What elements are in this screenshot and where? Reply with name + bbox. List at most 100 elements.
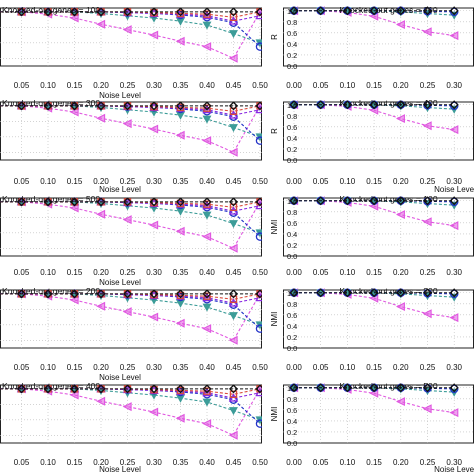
x-tick-label: 0.25 bbox=[120, 458, 136, 467]
left-series-5-point bbox=[203, 200, 211, 208]
left-series-1-point bbox=[228, 53, 238, 63]
left-series-2-point bbox=[229, 124, 238, 133]
left-xlabel-3: Noise Level bbox=[99, 278, 141, 287]
left-series-2-point bbox=[229, 407, 238, 416]
right-series-4-point bbox=[289, 383, 299, 393]
x-tick-label: 0.25 bbox=[420, 458, 436, 467]
left-series-6-point bbox=[149, 197, 159, 207]
left-series-4-point bbox=[202, 104, 212, 114]
x-tick-label: 0.25 bbox=[120, 268, 136, 277]
x-tick-label: 0.05 bbox=[313, 177, 329, 186]
right-frame-1 bbox=[283, 7, 474, 67]
x-tick-label: 0.20 bbox=[393, 363, 409, 372]
x-tick-label: 0.20 bbox=[93, 458, 109, 467]
left-series-5-point bbox=[229, 295, 238, 303]
x-tick-label: 0.45 bbox=[226, 458, 242, 467]
right-grid-2 bbox=[283, 102, 474, 160]
y-tick-label: 0.2 bbox=[287, 333, 297, 342]
left-series-1-point bbox=[175, 413, 185, 423]
x-tick-label: 0.50 bbox=[252, 268, 268, 277]
left-series-5-point bbox=[203, 104, 211, 112]
left-series-1-point bbox=[96, 209, 106, 219]
left-series-6-point bbox=[43, 197, 53, 207]
right-ylabel-2: R bbox=[270, 128, 279, 134]
y-tick-label: 1.0 bbox=[287, 101, 297, 110]
right-series-4-point bbox=[369, 288, 379, 298]
left-series-5-point bbox=[229, 13, 238, 21]
right-series-4-point bbox=[422, 100, 433, 110]
left-panel-title-2: Knocked-out genes = 300 bbox=[2, 98, 100, 108]
x-tick-label: 0.50 bbox=[252, 177, 268, 186]
y-tick-label: 0.4 bbox=[287, 417, 297, 426]
y-tick-label: 0.0 bbox=[287, 344, 297, 353]
y-tick-label: 0.2 bbox=[287, 145, 297, 154]
left-series-1-point bbox=[228, 335, 238, 345]
left-grid-2 bbox=[0, 102, 262, 160]
y-tick-label: 0.8 bbox=[287, 300, 297, 309]
x-tick-label: 0.40 bbox=[199, 177, 215, 186]
x-tick-label: 0.45 bbox=[226, 81, 242, 90]
x-tick-label: 0.20 bbox=[393, 177, 409, 186]
right-series-4-point bbox=[369, 383, 379, 393]
left-series-6-point bbox=[122, 289, 133, 299]
left-series-2-point bbox=[229, 312, 238, 321]
left-series-1-point bbox=[122, 119, 132, 129]
left-panel-title-3: Knocked-out genes = 500 bbox=[2, 194, 100, 204]
left-xlabel-4: Noise Level bbox=[99, 373, 141, 382]
right-ylabel-4: NMI bbox=[270, 312, 279, 327]
y-tick-label: 0.0 bbox=[287, 439, 297, 448]
right-series-4-point bbox=[449, 6, 459, 16]
right-series-1-point bbox=[449, 125, 459, 135]
left-series-1-point bbox=[96, 396, 106, 406]
x-tick-label: 0.35 bbox=[173, 458, 189, 467]
left-series-5-point bbox=[176, 199, 185, 208]
right-series-1-point bbox=[395, 114, 405, 124]
right-series-1-point bbox=[395, 210, 405, 220]
x-tick-label: 0.50 bbox=[252, 363, 268, 372]
left-series-6-point bbox=[16, 197, 27, 207]
left-series-1-point bbox=[96, 19, 106, 29]
left-series-2-point bbox=[176, 17, 185, 26]
left-series-3-point bbox=[255, 419, 262, 428]
left-series-5-point bbox=[203, 10, 211, 18]
y-tick-label: 0.2 bbox=[287, 428, 297, 437]
right-frame-4 bbox=[283, 289, 474, 349]
left-series-1-point bbox=[122, 25, 132, 35]
x-tick-label: 0.15 bbox=[67, 458, 83, 467]
y-tick-label: 0.0 bbox=[287, 62, 297, 71]
y-tick-label: 0.4 bbox=[287, 40, 297, 49]
x-tick-label: 0.30 bbox=[146, 363, 162, 372]
x-tick-label: 0.10 bbox=[40, 81, 56, 90]
x-tick-label: 0.45 bbox=[226, 177, 242, 186]
left-series-3-point bbox=[255, 42, 262, 51]
right-panel-title-3: Knocked-out genes = 100 bbox=[339, 194, 437, 204]
left-series-6-point bbox=[149, 101, 159, 111]
right-grid-1 bbox=[283, 8, 474, 66]
right-series-3-point bbox=[449, 7, 459, 17]
left-series-2-point bbox=[202, 115, 212, 124]
left-frame-1 bbox=[0, 7, 262, 67]
right-series-4-point bbox=[342, 383, 352, 393]
left-series-6-point bbox=[228, 101, 239, 111]
x-tick-label: 0.00 bbox=[286, 363, 302, 372]
right-series-4-point bbox=[289, 100, 299, 110]
left-series-2-point bbox=[202, 211, 212, 220]
y-tick-label: 0.4 bbox=[287, 322, 297, 331]
x-tick-label: 0.10 bbox=[340, 363, 356, 372]
right-series-4-point bbox=[342, 288, 352, 298]
left-series-5-point bbox=[176, 103, 185, 112]
left-series-6-point bbox=[96, 7, 106, 17]
y-tick-label: 0.4 bbox=[287, 230, 297, 239]
x-tick-label: 0.10 bbox=[340, 268, 356, 277]
right-panel-title-1: Knocked-out genes = 200 bbox=[339, 5, 437, 15]
x-tick-label: 0.20 bbox=[93, 177, 109, 186]
left-series-6-point bbox=[69, 289, 80, 299]
left-series-1-point bbox=[149, 220, 159, 230]
left-series-6-point bbox=[16, 7, 27, 17]
x-tick-label: 0.35 bbox=[173, 268, 189, 277]
left-series-6-point bbox=[16, 384, 27, 394]
left-series-2-point bbox=[229, 30, 238, 39]
right-series-4-point bbox=[449, 288, 459, 298]
x-tick-label: 0.20 bbox=[393, 458, 409, 467]
y-tick-label: 0.0 bbox=[287, 252, 297, 261]
